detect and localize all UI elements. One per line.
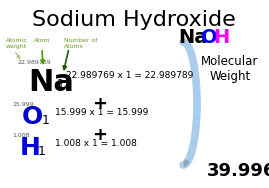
Text: Sodium Hydroxide: Sodium Hydroxide [32, 10, 236, 30]
Text: 1: 1 [57, 78, 65, 91]
Text: 39.996769: 39.996769 [207, 162, 269, 180]
Text: O: O [201, 28, 218, 47]
Text: Na: Na [178, 28, 207, 47]
Text: 1: 1 [42, 114, 50, 127]
Text: 22.989769 x 1 = 22.989789: 22.989769 x 1 = 22.989789 [66, 71, 193, 80]
Text: +: + [93, 126, 108, 144]
Text: +: + [93, 95, 108, 113]
Text: O: O [22, 105, 43, 129]
Text: Atomic
weight: Atomic weight [6, 38, 28, 49]
Text: 1.008: 1.008 [12, 133, 30, 138]
Text: 1: 1 [38, 145, 46, 158]
Text: 15.999 x 1 = 15.999: 15.999 x 1 = 15.999 [55, 108, 148, 117]
Text: 22.989769: 22.989769 [18, 60, 52, 65]
Text: 15.999: 15.999 [12, 102, 34, 107]
Text: Molecular
Weight: Molecular Weight [201, 55, 259, 83]
Text: H: H [213, 28, 229, 47]
Text: Na: Na [28, 68, 74, 97]
Text: Atom: Atom [34, 38, 50, 43]
Text: 1.008 x 1 = 1.008: 1.008 x 1 = 1.008 [55, 139, 137, 148]
Text: Number of
Atoms: Number of Atoms [64, 38, 97, 49]
Text: H: H [20, 136, 41, 160]
